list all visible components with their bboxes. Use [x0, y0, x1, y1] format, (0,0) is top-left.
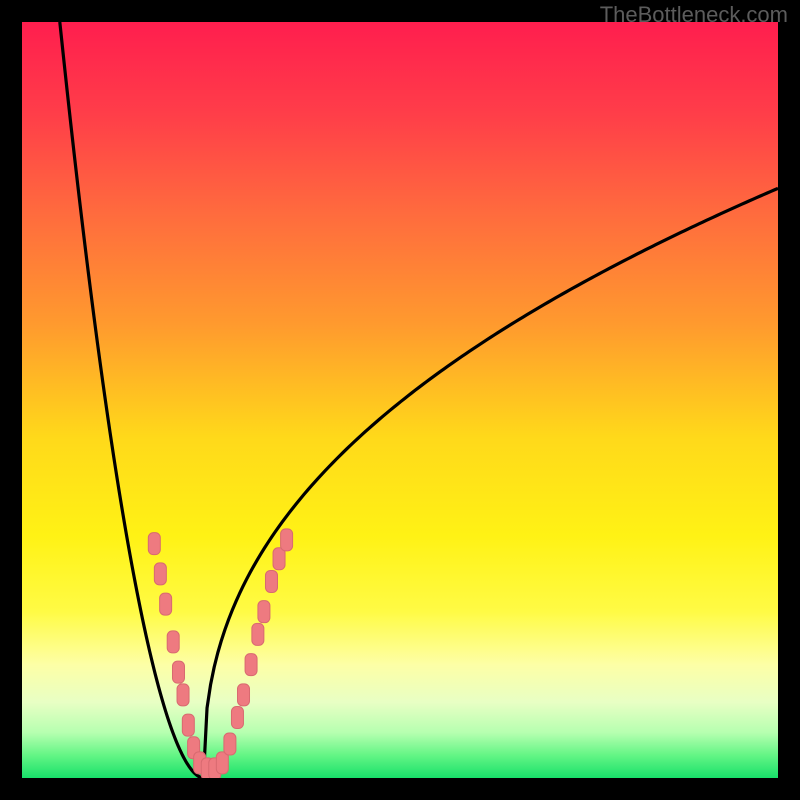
data-marker [154, 563, 166, 585]
bottleneck-chart [0, 0, 800, 800]
data-marker [148, 533, 160, 555]
data-marker [245, 654, 257, 676]
chart-container: TheBottleneck.com [0, 0, 800, 800]
plot-background [22, 22, 778, 778]
data-marker [182, 714, 194, 736]
data-marker [167, 631, 179, 653]
data-marker [265, 570, 277, 592]
data-marker [224, 733, 236, 755]
data-marker [231, 707, 243, 729]
data-marker [252, 623, 264, 645]
data-marker [273, 548, 285, 570]
data-marker [177, 684, 189, 706]
data-marker [238, 684, 250, 706]
data-marker [216, 752, 228, 774]
data-marker [258, 601, 270, 623]
watermark-text: TheBottleneck.com [600, 2, 788, 28]
data-marker [281, 529, 293, 551]
data-marker [160, 593, 172, 615]
data-marker [172, 661, 184, 683]
